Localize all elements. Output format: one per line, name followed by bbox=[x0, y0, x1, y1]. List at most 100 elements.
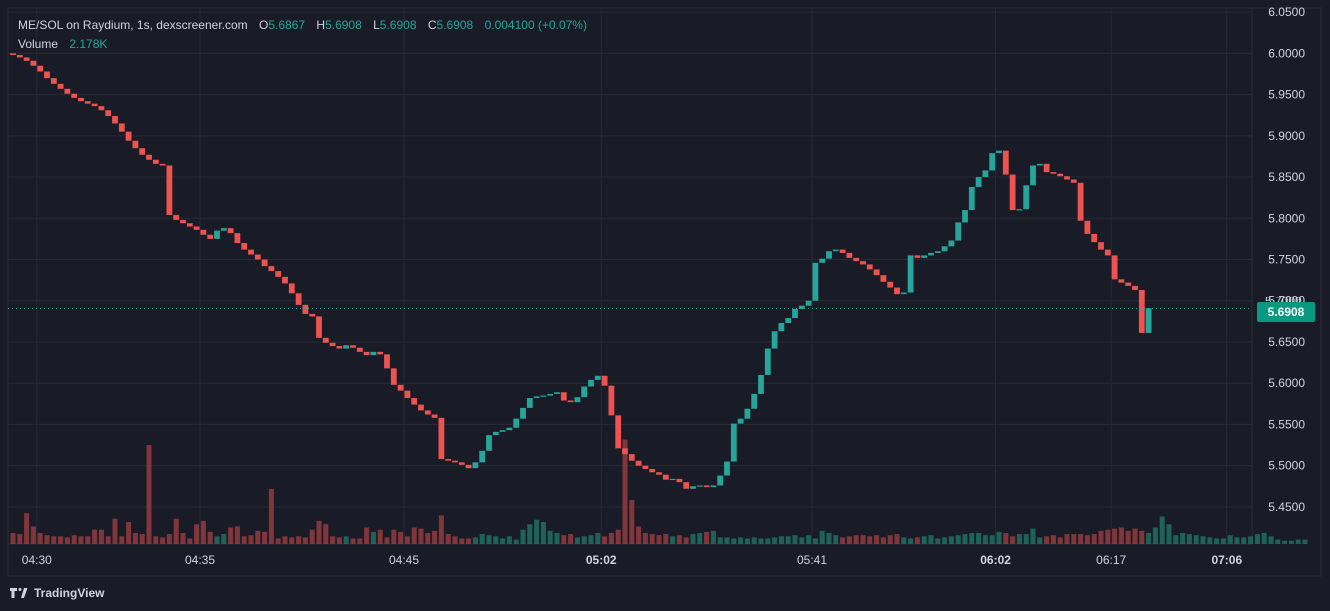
volume-bar bbox=[615, 529, 621, 544]
volume-bar bbox=[44, 535, 50, 544]
legend-ohlc-row: ME/SOL on Raydium, 1s, dexscreener.com O… bbox=[18, 16, 587, 35]
candle-up bbox=[554, 392, 560, 394]
candle-down bbox=[411, 398, 418, 405]
candle-up bbox=[934, 251, 941, 253]
volume-bar bbox=[1030, 528, 1036, 544]
volume-bar bbox=[874, 535, 880, 544]
candle-down bbox=[180, 219, 186, 224]
volume-bar bbox=[1261, 533, 1267, 544]
volume-bar bbox=[51, 536, 57, 544]
candle-down bbox=[234, 233, 241, 244]
volume-bar bbox=[391, 529, 397, 544]
x-tick-label: 04:35 bbox=[185, 553, 215, 567]
candle-down bbox=[350, 345, 356, 348]
volume-bar bbox=[1288, 540, 1294, 544]
volume-bar bbox=[153, 536, 159, 544]
candle-down bbox=[159, 163, 166, 166]
volume-bar bbox=[1118, 527, 1124, 544]
candle-down bbox=[914, 255, 921, 258]
volume-bar bbox=[989, 535, 995, 544]
volume-bar bbox=[534, 519, 540, 544]
candle-down bbox=[860, 261, 866, 265]
volume-bar bbox=[377, 529, 383, 544]
volume-bar bbox=[1146, 533, 1152, 544]
volume-bar bbox=[1173, 535, 1179, 544]
volume-bar bbox=[384, 537, 390, 544]
volume-bar bbox=[85, 536, 91, 544]
volume-bar bbox=[697, 533, 703, 544]
candle-up bbox=[798, 305, 805, 309]
candle-down bbox=[608, 385, 615, 416]
volume-bar bbox=[364, 527, 370, 544]
volume-bar bbox=[1275, 539, 1281, 544]
volume-bar bbox=[880, 537, 886, 544]
candle-down bbox=[30, 60, 37, 66]
candle-down bbox=[105, 110, 112, 117]
volume-bar bbox=[37, 533, 43, 544]
y-tick-label: 6.0500 bbox=[1268, 5, 1305, 19]
legend-volume-value: 2.178K bbox=[69, 37, 108, 51]
candle-down bbox=[390, 368, 397, 385]
volume-bar bbox=[731, 538, 737, 544]
candle-down bbox=[254, 254, 261, 260]
chart-legend: ME/SOL on Raydium, 1s, dexscreener.com O… bbox=[18, 16, 587, 54]
volume-bar bbox=[1050, 535, 1056, 544]
tradingview-branding[interactable]: TradingView bbox=[10, 584, 104, 602]
volume-bar bbox=[404, 536, 410, 544]
volume-bar bbox=[908, 538, 914, 544]
y-tick-label: 5.9500 bbox=[1268, 88, 1305, 102]
y-tick-label: 5.4500 bbox=[1268, 500, 1305, 514]
legend-low-label: L bbox=[373, 18, 380, 32]
candle-down bbox=[866, 264, 873, 270]
volume-bar bbox=[425, 533, 431, 544]
candle-up bbox=[826, 251, 832, 259]
candle-up bbox=[955, 222, 962, 241]
volume-bar bbox=[1234, 537, 1240, 544]
candle-down bbox=[132, 140, 139, 149]
candle-down bbox=[438, 417, 445, 460]
candle-down bbox=[91, 103, 98, 107]
candle-down bbox=[418, 404, 424, 411]
volume-bar bbox=[513, 539, 519, 544]
candle-down bbox=[431, 414, 438, 418]
legend-change: 0.004100 (+0.07%) bbox=[484, 18, 587, 32]
candle-down bbox=[118, 123, 125, 132]
volume-bar bbox=[778, 536, 784, 544]
candle-down bbox=[329, 342, 336, 347]
legend-high-label: H bbox=[316, 18, 326, 32]
candle-down bbox=[288, 283, 295, 294]
candle-down bbox=[683, 482, 690, 489]
volume-bar bbox=[1003, 533, 1009, 544]
y-tick-label: 5.7500 bbox=[1268, 253, 1305, 267]
candle-down bbox=[302, 304, 309, 314]
volume-bar bbox=[982, 535, 988, 544]
volume-bar bbox=[432, 530, 438, 544]
volume-bar bbox=[670, 536, 676, 544]
candle-up bbox=[594, 375, 601, 380]
candle-down bbox=[112, 116, 118, 124]
volume-bar bbox=[1091, 534, 1097, 544]
volume-bar bbox=[234, 526, 240, 544]
volume-bar bbox=[826, 533, 832, 544]
volume-bar bbox=[887, 535, 893, 544]
volume-bar bbox=[914, 537, 920, 544]
volume-bar bbox=[833, 535, 839, 544]
candle-down bbox=[1084, 220, 1091, 234]
legend-close-label: C bbox=[427, 18, 437, 32]
candle-up bbox=[526, 398, 533, 408]
volume-bar bbox=[119, 536, 125, 544]
volume-bar bbox=[846, 536, 852, 544]
volume-bar bbox=[663, 534, 669, 544]
candle-down bbox=[1064, 176, 1070, 180]
volume-bar bbox=[1071, 534, 1077, 544]
candle-up bbox=[744, 408, 751, 419]
candle-down bbox=[1125, 282, 1132, 286]
candle-down bbox=[146, 154, 152, 160]
volume-bar bbox=[540, 522, 546, 544]
candle-down bbox=[336, 346, 343, 349]
candle-up bbox=[486, 435, 492, 451]
volume-bar bbox=[744, 538, 750, 544]
y-tick-label: 5.9000 bbox=[1268, 129, 1305, 143]
candle-down bbox=[424, 410, 431, 415]
